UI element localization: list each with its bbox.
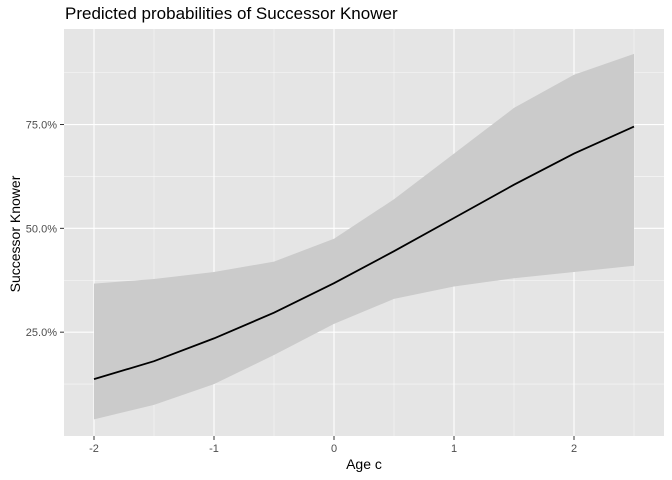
x-axis: -2 -1 0 1 2 <box>89 436 577 455</box>
y-axis: 25.0% 50.0% 75.0% <box>26 120 64 339</box>
y-tick-label: 25.0% <box>26 327 57 339</box>
x-tick-label: 0 <box>331 443 337 455</box>
confidence-band <box>94 53 634 420</box>
y-axis-label: Successor Knower <box>7 175 23 293</box>
x-tick-label: 2 <box>571 443 577 455</box>
y-tick-label: 75.0% <box>26 120 57 132</box>
x-tick-label: 1 <box>451 443 457 455</box>
x-tick-label: -2 <box>89 443 99 455</box>
x-tick-label: -1 <box>209 443 219 455</box>
x-axis-label: Age c <box>346 456 382 472</box>
y-tick-label: 50.0% <box>26 223 57 235</box>
series-line <box>93 125 635 380</box>
chart-title: Predicted probabilities of Successor Kno… <box>65 4 398 23</box>
